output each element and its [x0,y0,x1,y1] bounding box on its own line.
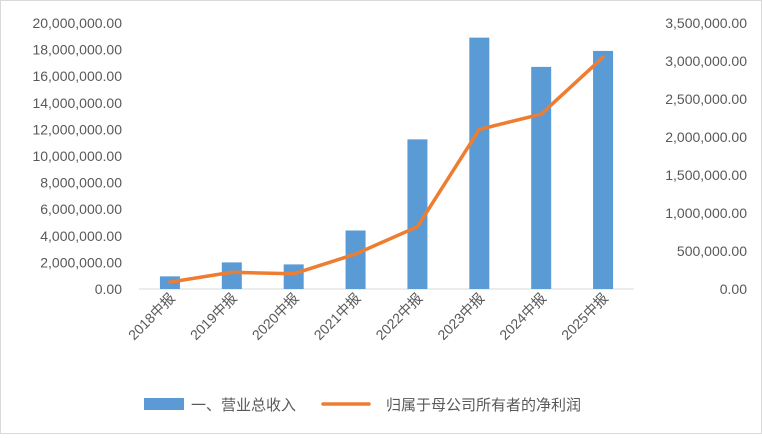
bar [284,264,304,289]
left-axis-ticks: 0.00 2,000,000.00 4,000,000.00 6,000,000.00… [32,15,122,297]
right-axis-tick-label: 2,000,000.00 [665,129,747,145]
left-axis-tick-label: 14,000,000.00 [32,95,122,111]
bar [593,51,613,289]
left-axis-tick-label: 6,000,000.00 [40,201,122,217]
category-label: 2022中报 [372,290,425,343]
left-axis-tick-label: 18,000,000.00 [32,42,122,58]
legend-bar-label: 一、营业总收入 [191,397,296,414]
right-axis-ticks: 0.00 500,000.00 1,000,000.00 1,500,000.00 2,… [665,15,747,297]
left-axis-tick-label: 12,000,000.00 [32,121,122,137]
category-label: 2020中报 [249,290,302,343]
left-axis-tick-label: 10,000,000.00 [32,148,122,164]
legend-line-label: 归属于母公司所有者的净利润 [386,397,581,414]
bar [346,230,366,289]
left-axis-tick-label: 20,000,000.00 [32,15,122,31]
right-axis-tick-label: 2,500,000.00 [665,91,747,107]
legend: 一、营业总收入 归属于母公司所有者的净利润 [144,397,581,414]
left-axis-tick-label: 16,000,000.00 [32,68,122,84]
legend-bar-swatch [144,398,184,410]
bar [222,262,242,289]
left-axis-tick-label: 0.00 [95,281,122,297]
left-axis-tick-label: 2,000,000.00 [40,254,122,270]
right-axis-tick-label: 0.00 [720,281,747,297]
right-axis-tick-label: 3,000,000.00 [665,53,747,69]
category-label: 2024中报 [496,290,549,343]
left-axis-tick-label: 4,000,000.00 [40,228,122,244]
bar-series [160,38,613,289]
category-label: 2023中报 [434,290,487,343]
category-label: 2021中报 [311,290,364,343]
bar [531,67,551,289]
right-axis-tick-label: 3,500,000.00 [665,15,747,31]
bar [469,38,489,289]
right-axis-tick-label: 1,000,000.00 [665,205,747,221]
right-axis-tick-label: 500,000.00 [677,243,747,259]
category-label: 2018中报 [125,290,178,343]
category-label: 2025中报 [558,290,611,343]
left-axis-tick-label: 8,000,000.00 [40,175,122,191]
right-axis-tick-label: 1,500,000.00 [665,167,747,183]
category-label: 2019中报 [187,290,240,343]
